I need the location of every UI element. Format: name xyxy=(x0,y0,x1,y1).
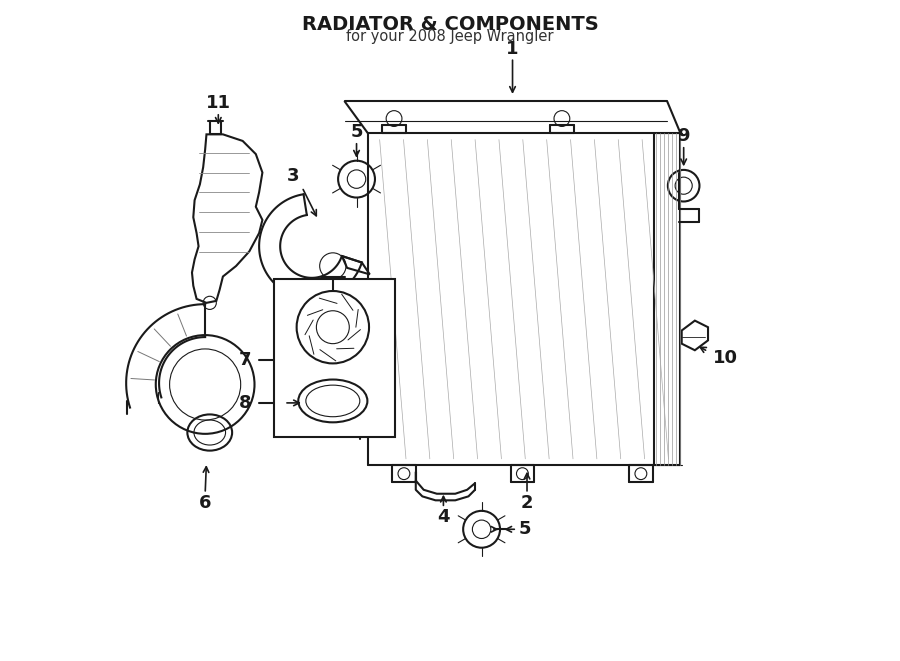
Text: 7: 7 xyxy=(238,351,251,369)
Text: 4: 4 xyxy=(437,508,450,525)
Text: 3: 3 xyxy=(287,167,300,185)
Text: 8: 8 xyxy=(238,394,251,412)
Text: 11: 11 xyxy=(206,94,230,112)
Text: 1: 1 xyxy=(507,40,518,58)
Text: 5: 5 xyxy=(350,124,363,141)
Text: 9: 9 xyxy=(678,127,690,145)
Text: 5: 5 xyxy=(519,520,532,538)
Text: 6: 6 xyxy=(199,494,212,512)
Bar xyxy=(274,279,395,437)
Text: 10: 10 xyxy=(714,349,738,367)
Text: 2: 2 xyxy=(521,494,534,512)
Text: for your 2008 Jeep Wrangler: for your 2008 Jeep Wrangler xyxy=(346,29,554,44)
Text: RADIATOR & COMPONENTS: RADIATOR & COMPONENTS xyxy=(302,15,598,34)
